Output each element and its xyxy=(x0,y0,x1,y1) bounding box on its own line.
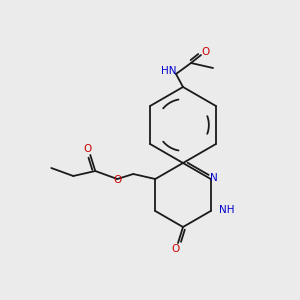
Text: O: O xyxy=(83,144,92,154)
Text: O: O xyxy=(113,175,122,185)
Text: O: O xyxy=(201,47,209,57)
Text: NH: NH xyxy=(219,205,234,215)
Text: O: O xyxy=(172,244,180,254)
Text: HN: HN xyxy=(161,66,177,76)
Text: N: N xyxy=(210,173,218,183)
